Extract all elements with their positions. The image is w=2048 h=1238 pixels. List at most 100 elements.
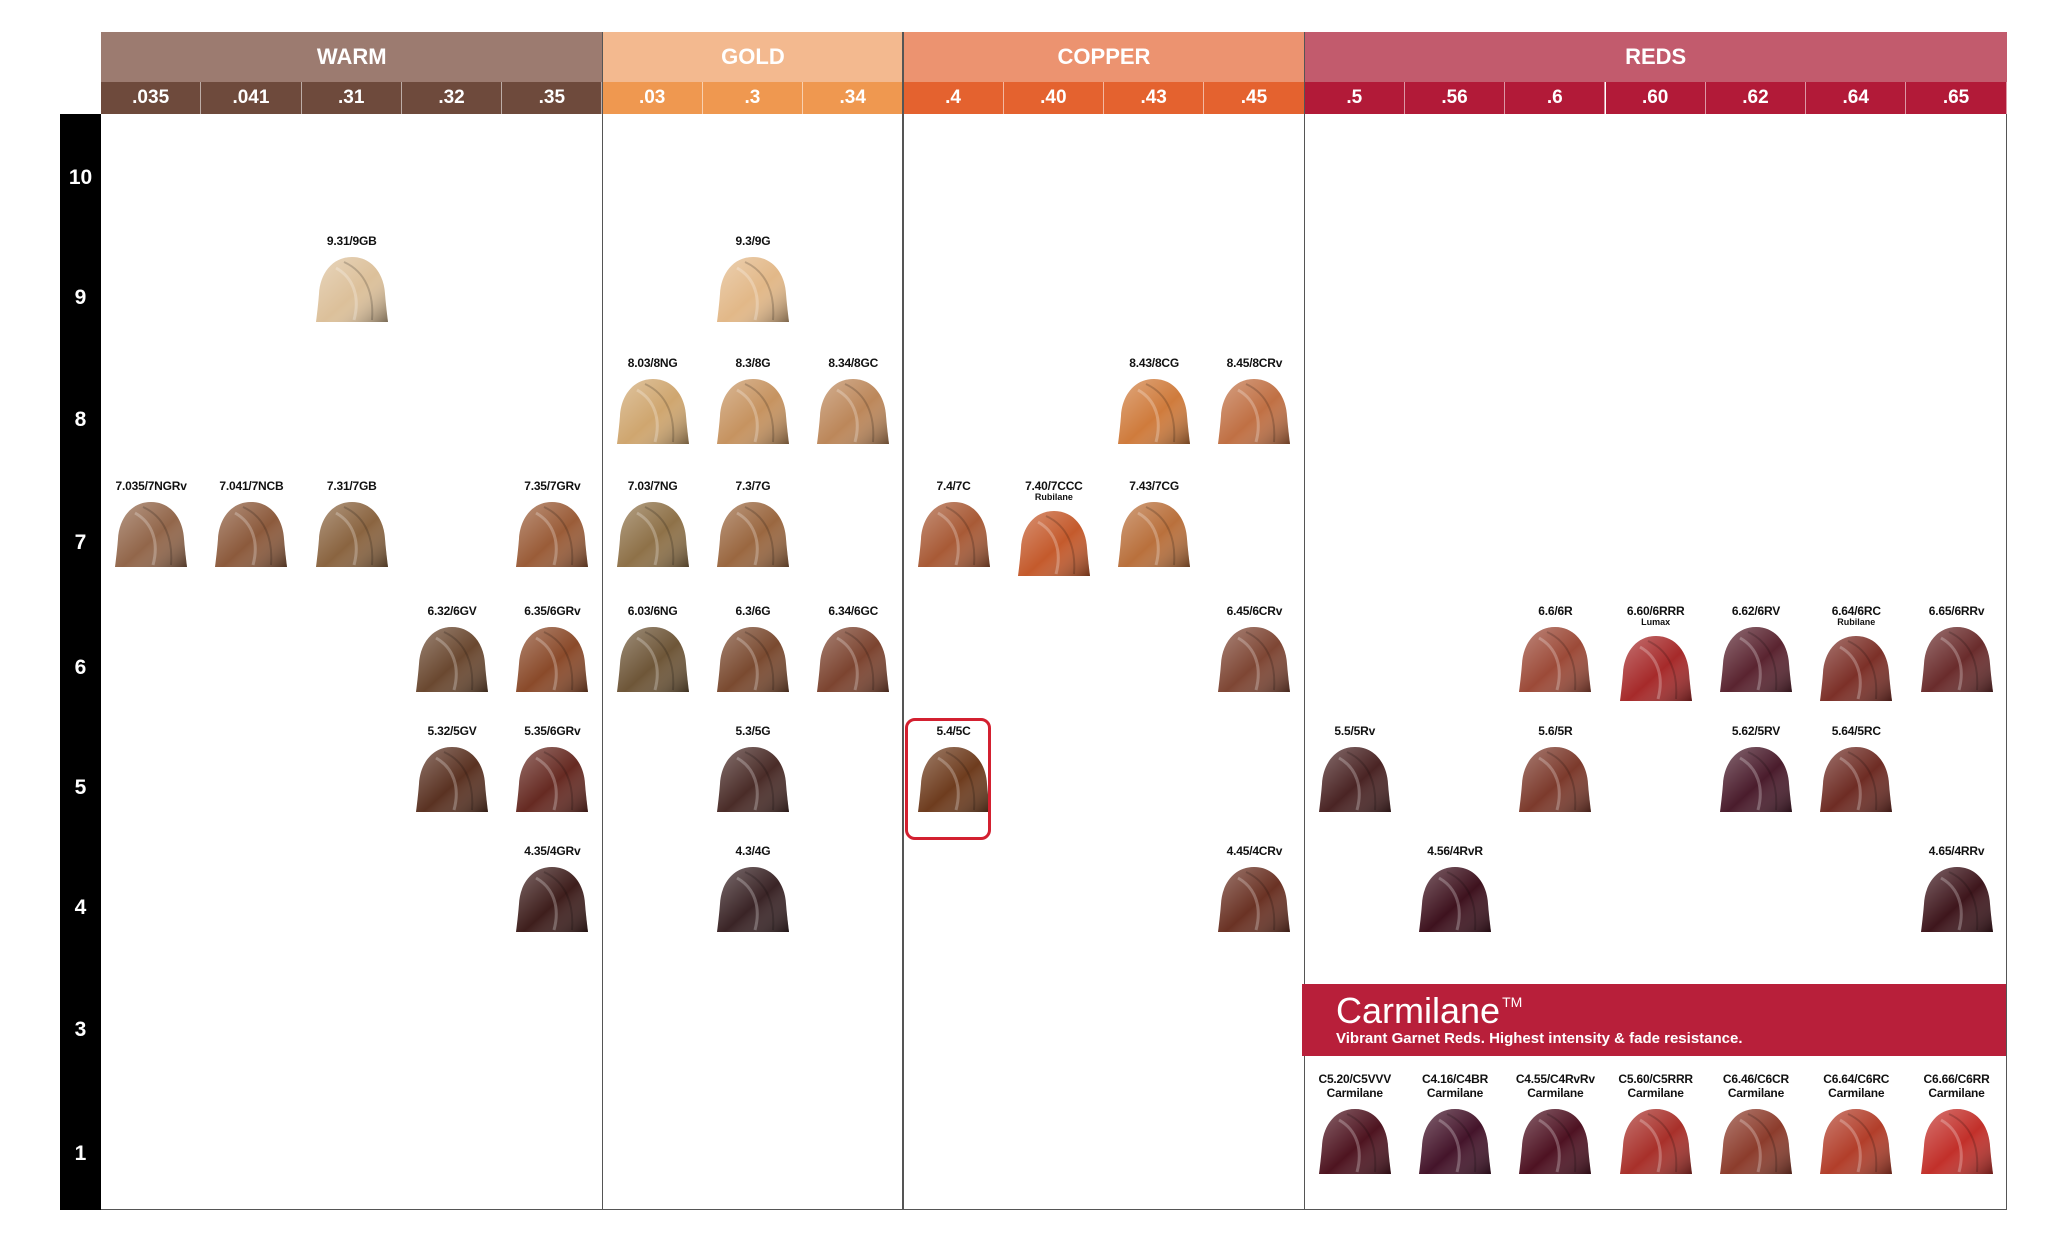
swatch-label: 5.6/5R bbox=[1538, 724, 1573, 738]
hair-swatch-icon bbox=[1920, 867, 1993, 932]
level-bar bbox=[60, 114, 101, 1210]
color-swatch[interactable]: 7.041/7NCB bbox=[196, 479, 306, 571]
color-swatch[interactable]: 5.35/6GRv bbox=[497, 724, 607, 816]
color-swatch[interactable]: 4.3/4G bbox=[698, 844, 808, 936]
tone-code-header: .35 bbox=[502, 82, 603, 114]
tone-code-header: .45 bbox=[1204, 82, 1305, 114]
color-swatch[interactable]: 7.35/7GRv bbox=[497, 479, 607, 571]
hair-swatch-icon bbox=[1619, 1109, 1692, 1174]
swatch-label: 6.03/6NG bbox=[627, 604, 678, 618]
color-swatch[interactable]: 4.45/4CRv bbox=[1199, 844, 1309, 936]
swatch-label: 6.60/6RRR bbox=[1626, 604, 1685, 618]
hair-swatch-icon bbox=[1118, 502, 1191, 567]
family-header-gold: GOLD bbox=[602, 32, 904, 82]
level-label-1: 1 bbox=[74, 1142, 87, 1165]
color-swatch[interactable]: 6.32/6GV bbox=[397, 604, 507, 696]
color-swatch[interactable]: C4.55/C4RvRv Carmilane bbox=[1500, 1072, 1610, 1178]
selected-swatch-highlight bbox=[905, 718, 991, 840]
swatch-label: 8.34/8GC bbox=[828, 356, 879, 370]
hair-swatch-icon bbox=[1218, 379, 1291, 444]
color-swatch[interactable]: 5.32/5GV bbox=[397, 724, 507, 816]
tone-code-header: .6 bbox=[1505, 82, 1606, 114]
swatch-label: C4.16/C4BR bbox=[1422, 1072, 1489, 1086]
color-swatch[interactable]: 7.31/7GB bbox=[297, 479, 407, 571]
hair-swatch-icon bbox=[516, 747, 589, 812]
hair-swatch-icon bbox=[516, 867, 589, 932]
color-swatch[interactable]: 8.3/8G bbox=[698, 356, 808, 448]
color-swatch[interactable]: 8.43/8CG bbox=[1099, 356, 1209, 448]
hair-swatch-icon bbox=[1519, 627, 1592, 692]
color-swatch[interactable]: C5.20/C5VVV Carmilane bbox=[1300, 1072, 1410, 1178]
hair-swatch-icon bbox=[1820, 636, 1893, 701]
hair-swatch-icon bbox=[1820, 747, 1893, 812]
swatch-label: 8.3/8G bbox=[735, 356, 771, 370]
swatch-label: 5.5/5Rv bbox=[1334, 724, 1376, 738]
color-swatch[interactable]: 7.43/7CG bbox=[1099, 479, 1209, 571]
color-swatch[interactable]: 9.31/9GB bbox=[297, 234, 407, 326]
color-swatch[interactable]: 7.03/7NG bbox=[598, 479, 708, 571]
tone-code-header: .34 bbox=[803, 82, 904, 114]
color-swatch[interactable]: 6.3/6G bbox=[698, 604, 808, 696]
family-header-warm: WARM bbox=[101, 32, 603, 82]
swatch-label: C6.66/C6RR bbox=[1923, 1072, 1990, 1086]
swatch-sublabel: Carmilane bbox=[1426, 1086, 1484, 1100]
tone-code-header: .31 bbox=[301, 82, 402, 114]
color-swatch[interactable]: C6.46/C6CR Carmilane bbox=[1701, 1072, 1811, 1178]
color-swatch[interactable]: 5.6/5R bbox=[1500, 724, 1610, 816]
color-swatch[interactable]: 6.45/6CRv bbox=[1199, 604, 1309, 696]
swatch-label: 6.64/6RC bbox=[1831, 604, 1881, 618]
hair-swatch-icon bbox=[1920, 627, 1993, 692]
color-swatch[interactable]: 6.34/6GC bbox=[798, 604, 908, 696]
color-swatch[interactable]: 6.64/6RC Rubilane bbox=[1801, 604, 1911, 705]
hair-swatch-icon bbox=[315, 257, 388, 322]
level-label-6: 6 bbox=[74, 656, 87, 679]
color-swatch[interactable]: 6.6/6R bbox=[1500, 604, 1610, 696]
color-swatch[interactable]: 6.65/6RRv bbox=[1902, 604, 2012, 696]
hair-swatch-icon bbox=[817, 627, 890, 692]
color-swatch[interactable]: C6.66/C6RR Carmilane bbox=[1902, 1072, 2012, 1178]
tone-code-header: .5 bbox=[1304, 82, 1405, 114]
color-swatch[interactable]: 6.62/6RV bbox=[1701, 604, 1811, 696]
family-header-reds: REDS bbox=[1304, 32, 2007, 82]
color-swatch[interactable]: 6.03/6NG bbox=[598, 604, 708, 696]
hair-swatch-icon bbox=[616, 502, 689, 567]
color-swatch[interactable]: 7.035/7NGRv bbox=[96, 479, 206, 571]
color-swatch[interactable]: 7.3/7G bbox=[698, 479, 808, 571]
color-swatch[interactable]: 8.03/8NG bbox=[598, 356, 708, 448]
color-swatch[interactable]: 4.56/4RvR bbox=[1400, 844, 1510, 936]
swatch-label: 7.40/7CCC bbox=[1025, 479, 1083, 493]
swatch-label: 6.6/6R bbox=[1538, 604, 1573, 618]
hair-swatch-icon bbox=[1218, 867, 1291, 932]
color-swatch[interactable]: 5.64/5RC bbox=[1801, 724, 1911, 816]
swatch-label: 7.31/7GB bbox=[326, 479, 377, 493]
color-swatch[interactable]: 9.3/9G bbox=[698, 234, 808, 326]
swatch-sublabel: Carmilane bbox=[1828, 1086, 1885, 1100]
color-swatch[interactable]: 7.40/7CCC Rubilane bbox=[999, 479, 1109, 580]
color-swatch[interactable]: C5.60/C5RRR Carmilane bbox=[1601, 1072, 1711, 1178]
color-swatch[interactable]: 5.3/5G bbox=[698, 724, 808, 816]
tone-code-header: .65 bbox=[1906, 82, 2007, 114]
color-swatch[interactable]: C4.16/C4BR Carmilane bbox=[1400, 1072, 1510, 1178]
hair-swatch-icon bbox=[416, 627, 489, 692]
color-swatch[interactable]: 8.34/8GC bbox=[798, 356, 908, 448]
color-swatch[interactable]: 6.35/6GRv bbox=[497, 604, 607, 696]
color-swatch[interactable]: 4.35/4GRv bbox=[497, 844, 607, 936]
swatch-label: 7.4/7C bbox=[936, 479, 971, 493]
color-swatch[interactable]: 5.62/5RV bbox=[1701, 724, 1811, 816]
swatch-label: 5.32/5GV bbox=[427, 724, 477, 738]
color-swatch[interactable]: 6.60/6RRR Lumax bbox=[1601, 604, 1711, 705]
level-label-4: 4 bbox=[74, 896, 87, 919]
tone-code-header: .32 bbox=[401, 82, 503, 114]
hair-swatch-icon bbox=[1419, 1109, 1492, 1174]
color-swatch[interactable]: C6.64/C6RC Carmilane bbox=[1801, 1072, 1911, 1178]
swatch-sublabel: Rubilane bbox=[1034, 492, 1073, 502]
swatch-label: 6.35/6GRv bbox=[524, 604, 581, 618]
color-swatch[interactable]: 7.4/7C bbox=[899, 479, 1009, 571]
color-swatch[interactable]: 4.65/4RRv bbox=[1902, 844, 2012, 936]
hair-swatch-icon bbox=[416, 747, 489, 812]
color-swatch[interactable]: 8.45/8CRv bbox=[1199, 356, 1309, 448]
color-swatch[interactable]: 5.5/5Rv bbox=[1300, 724, 1410, 816]
color-swatch[interactable]: 5.4/5C bbox=[899, 724, 1009, 816]
swatch-label: 7.35/7GRv bbox=[524, 479, 581, 493]
hair-swatch-icon bbox=[917, 747, 990, 812]
